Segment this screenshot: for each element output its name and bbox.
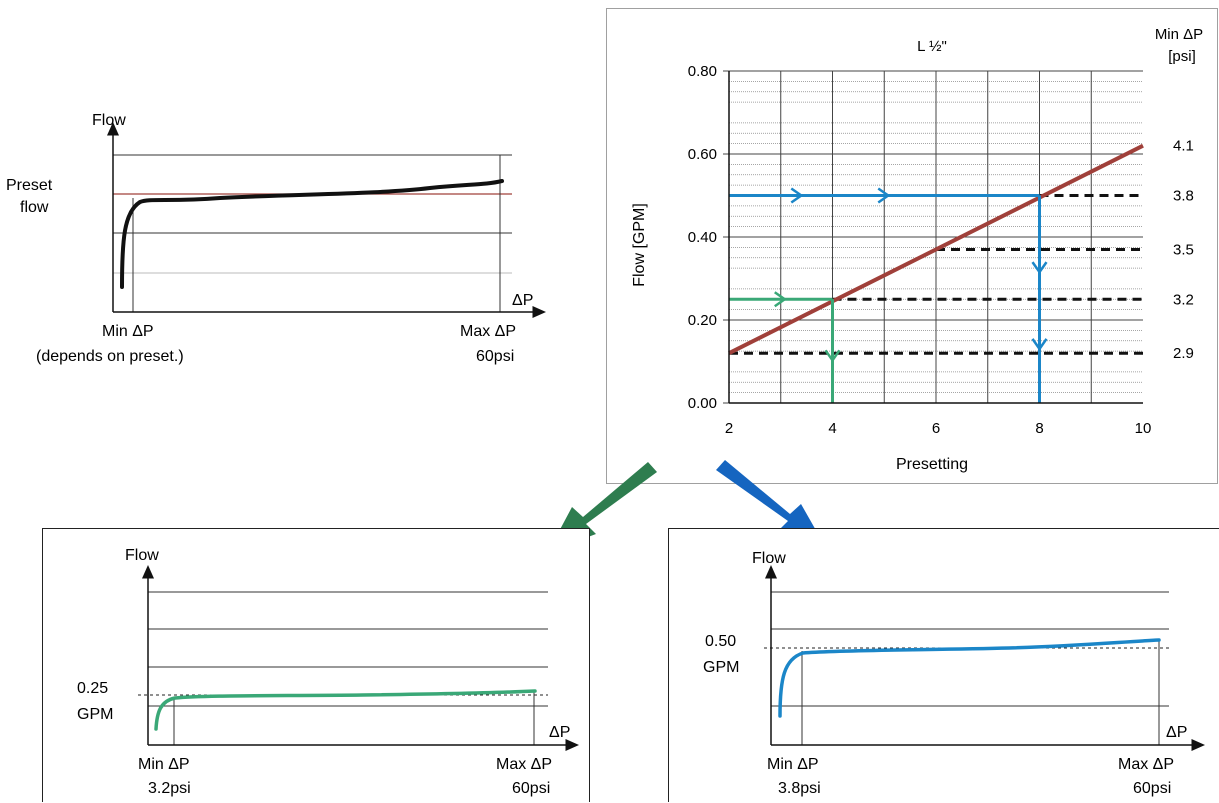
y-axis-label: Flow bbox=[125, 547, 159, 564]
presetting-chart-svg: 2.9 3.2 3.5 3.8 4.1 0.00 0.20 0.40 0.60 0.80 2 4 6 8… bbox=[631, 26, 1203, 473]
x-tick-label: 8 bbox=[1035, 420, 1043, 437]
preset-flow-series bbox=[728, 143, 1144, 355]
x-axis-label: ΔP bbox=[512, 292, 533, 309]
flow-value: 0.50 bbox=[705, 633, 736, 650]
min-dp-label: Min ΔP bbox=[138, 756, 190, 773]
flow-curve bbox=[778, 638, 1161, 718]
x-tick-label: 10 bbox=[1135, 420, 1152, 437]
lookup-paths bbox=[729, 187, 1048, 403]
y-tick-label: 0.20 bbox=[688, 312, 717, 329]
generic-flow-chart: Flow ΔP Preset flow Min ΔP (depends on p… bbox=[0, 90, 560, 390]
x-axis-label: Presetting bbox=[896, 456, 968, 473]
flow-unit: GPM bbox=[77, 706, 113, 723]
preset-label: flow bbox=[20, 199, 49, 216]
series-layer bbox=[728, 143, 1144, 355]
min-dp-value: 3.2psi bbox=[148, 780, 191, 797]
x-axis-label: ΔP bbox=[1166, 724, 1187, 741]
green-result-svg: Flow ΔP 0.25 GPM Min ΔP 3.2psi Max ΔP 60… bbox=[77, 547, 579, 797]
green-result-chart: Flow ΔP 0.25 GPM Min ΔP 3.2psi Max ΔP 60… bbox=[42, 528, 590, 802]
y-axis-label: Flow [GPM] bbox=[631, 203, 648, 287]
x-tick-label: 2 bbox=[725, 420, 733, 437]
min-dp-levels: 2.9 3.2 3.5 3.8 4.1 bbox=[729, 138, 1194, 362]
y-tick-label: 0.80 bbox=[688, 63, 717, 80]
lookup-arrowhead bbox=[774, 291, 787, 308]
x-tick-label: 4 bbox=[828, 420, 836, 437]
y-axis-label: Flow bbox=[752, 550, 786, 567]
blue-result-chart: Flow ΔP 0.50 GPM Min ΔP 3.8psi Max ΔP 60… bbox=[668, 528, 1219, 802]
generic-flow-svg: Flow ΔP Preset flow Min ΔP (depends on p… bbox=[6, 112, 546, 365]
min-dp-label: Min ΔP bbox=[767, 756, 819, 773]
min-dp-level-label: 3.5 bbox=[1173, 241, 1194, 258]
presetting-chart: 2.9 3.2 3.5 3.8 4.1 0.00 0.20 0.40 0.60 0.80 2 4 6 8… bbox=[606, 8, 1218, 484]
preset-label: Preset bbox=[6, 177, 53, 194]
right-axis-label: [psi] bbox=[1168, 48, 1196, 65]
flow-curve bbox=[120, 179, 504, 289]
blue-result-svg: Flow ΔP 0.50 GPM Min ΔP 3.8psi Max ΔP 60… bbox=[703, 550, 1205, 797]
y-tick-label: 0.40 bbox=[688, 229, 717, 246]
right-axis-label: Min ΔP bbox=[1155, 26, 1203, 43]
min-dp-value: 3.8psi bbox=[778, 780, 821, 797]
max-dp-value: 60psi bbox=[476, 348, 514, 365]
min-dp-level-label: 3.2 bbox=[1173, 291, 1194, 308]
flow-value: 0.25 bbox=[77, 680, 108, 697]
min-dp-level-label: 4.1 bbox=[1173, 138, 1194, 155]
chart-title: L ½" bbox=[917, 38, 947, 55]
min-dp-level-label: 2.9 bbox=[1173, 345, 1194, 362]
lookup-arrowhead bbox=[1031, 261, 1048, 275]
max-dp-label: Max ΔP bbox=[496, 756, 552, 773]
flow-curve bbox=[154, 689, 537, 731]
max-dp-label: Max ΔP bbox=[1118, 756, 1174, 773]
min-dp-note: (depends on preset.) bbox=[36, 348, 184, 365]
axes: 0.00 0.20 0.40 0.60 0.80 2 4 6 8 10 bbox=[688, 63, 1152, 437]
x-axis-label: ΔP bbox=[549, 724, 570, 741]
max-dp-value: 60psi bbox=[1133, 780, 1171, 797]
min-dp-level-label: 3.8 bbox=[1173, 188, 1194, 205]
y-axis-label: Flow bbox=[92, 112, 126, 129]
lookup-arrowhead bbox=[824, 349, 841, 363]
x-tick-label: 6 bbox=[932, 420, 940, 437]
lookup-arrowhead bbox=[1031, 338, 1048, 352]
lookup-arrowhead bbox=[790, 187, 804, 204]
max-dp-label: Max ΔP bbox=[460, 323, 516, 340]
min-dp-label: Min ΔP bbox=[102, 323, 154, 340]
y-tick-label: 0.00 bbox=[688, 395, 717, 412]
max-dp-value: 60psi bbox=[512, 780, 550, 797]
lookup-arrowhead bbox=[877, 187, 891, 204]
flow-unit: GPM bbox=[703, 659, 739, 676]
y-tick-label: 0.60 bbox=[688, 146, 717, 163]
